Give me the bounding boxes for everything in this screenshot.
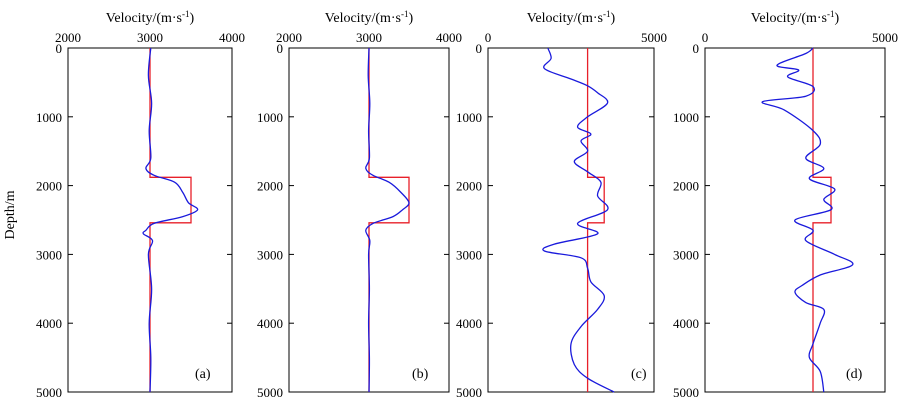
- panel-label: (a): [195, 367, 211, 382]
- x-axis-title-close: ): [835, 11, 840, 26]
- x-axis-title-main: Velocity/(m·s: [106, 11, 182, 26]
- series-true-model-line: [812, 48, 832, 392]
- panel-c: Velocity/(m·s-1) 0 5000 0 1000 2000 3000 4000 50…: [456, 9, 667, 400]
- y-tick-label: 0: [476, 41, 483, 56]
- y-tick-label: 0: [277, 41, 284, 56]
- x-tick-label: 3000: [137, 30, 163, 45]
- series-true-model-line: [586, 48, 605, 392]
- y-tick-label: 0: [56, 41, 63, 56]
- series-inverted-line: [365, 47, 410, 393]
- x-axis-title-sup: -1: [401, 9, 409, 19]
- y-tick-label: 5000: [456, 385, 482, 400]
- x-tick-label: 2000: [276, 30, 302, 45]
- y-tick-label: 3000: [36, 247, 62, 262]
- x-axis-title-sup: -1: [827, 9, 835, 19]
- x-tick-label: 4000: [436, 30, 462, 45]
- x-tick-label: 5000: [641, 30, 667, 45]
- x-axis-title: Velocity/(m·s-1): [106, 9, 195, 26]
- x-axis-title-main: Velocity/(m·s: [325, 11, 401, 26]
- series-true-model-line: [149, 48, 192, 392]
- x-tick-label: 2000: [55, 30, 81, 45]
- y-tick-label: 1000: [36, 110, 62, 125]
- y-tick-label: 2000: [36, 179, 62, 194]
- y-tick-label: 5000: [673, 385, 699, 400]
- panel-d: Velocity/(m·s-1) 0 5000 0 1000 2000 3000 4000 50…: [673, 9, 898, 400]
- x-tick-label: 4000: [219, 30, 245, 45]
- x-axis-title-main: Velocity/(m·s: [527, 11, 603, 26]
- y-tick-label: 2000: [456, 179, 482, 194]
- x-axis-title-close: ): [190, 11, 195, 26]
- x-axis-title-close: ): [409, 11, 414, 26]
- panel-label: (c): [631, 367, 647, 382]
- plot-frame: [704, 47, 886, 393]
- y-tick-label: 5000: [257, 385, 283, 400]
- y-tick-label: 5000: [36, 385, 62, 400]
- x-axis-title: Velocity/(m·s-1): [325, 9, 414, 26]
- series-inverted-line: [761, 47, 854, 393]
- panel-label: (d): [846, 367, 863, 382]
- panel-a: Velocity/(m·s-1) 2000 3000 4000 0 1000 2000 300…: [36, 9, 245, 400]
- series-inverted-line: [142, 47, 199, 393]
- y-tick-label: 3000: [673, 247, 699, 262]
- y-tick-label: 3000: [257, 247, 283, 262]
- y-tick-label: 2000: [257, 179, 283, 194]
- y-tick-label: 4000: [257, 316, 283, 331]
- series-inverted-line: [542, 47, 615, 393]
- x-axis-title-main: Velocity/(m·s: [751, 11, 827, 26]
- x-axis-title: Velocity/(m·s-1): [751, 9, 840, 26]
- x-tick-label: 5000: [872, 30, 898, 45]
- y-tick-label: 4000: [36, 316, 62, 331]
- y-tick-label: 2000: [673, 179, 699, 194]
- y-tick-label: 1000: [673, 110, 699, 125]
- plot-frame: [487, 47, 655, 393]
- y-tick-label: 1000: [456, 110, 482, 125]
- x-tick-label: 0: [702, 30, 709, 45]
- panel-b: Velocity/(m·s-1) 2000 3000 4000 0 1000 2000 300…: [257, 9, 462, 400]
- y-tick-label: 1000: [257, 110, 283, 125]
- y-tick-label: 4000: [456, 316, 482, 331]
- y-tick-label: 4000: [673, 316, 699, 331]
- x-axis-title-sup: -1: [603, 9, 611, 19]
- series-true-model-line: [368, 48, 410, 392]
- x-axis-title-sup: -1: [182, 9, 190, 19]
- y-tick-label: 0: [693, 41, 700, 56]
- x-tick-label: 3000: [356, 30, 382, 45]
- x-axis-title-close: ): [611, 11, 616, 26]
- x-axis-title: Velocity/(m·s-1): [527, 9, 616, 26]
- y-tick-label: 3000: [456, 247, 482, 262]
- panel-label: (b): [412, 367, 429, 382]
- y-axis-label: Depth/m: [3, 190, 18, 239]
- x-tick-label: 0: [485, 30, 492, 45]
